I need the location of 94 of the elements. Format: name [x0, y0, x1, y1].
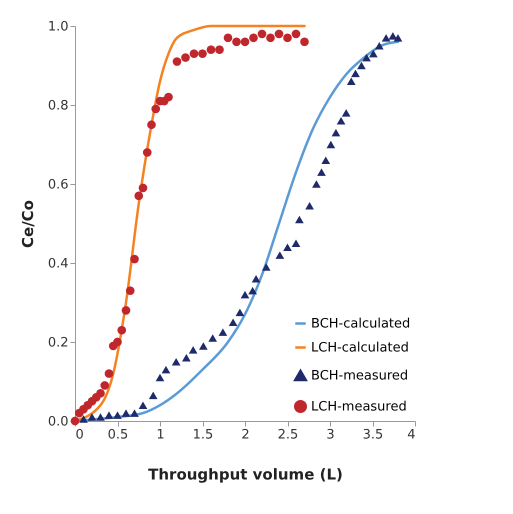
point: [188, 346, 198, 354]
y-axis-title: Ce/Co: [18, 200, 37, 248]
point: [138, 184, 148, 192]
point: [248, 286, 257, 294]
x-tick-label: 2.5: [278, 428, 298, 442]
point: [240, 290, 250, 298]
y-tick-label: 0.0: [48, 414, 68, 430]
point: [357, 62, 366, 70]
x-tick-label: 1.5: [192, 428, 214, 442]
point: [240, 37, 250, 46]
point: [321, 156, 330, 164]
point: [113, 411, 122, 419]
point: [117, 326, 126, 334]
x-tick-label: 1: [156, 428, 165, 442]
point: [266, 34, 275, 42]
point: [206, 45, 216, 54]
point: [104, 411, 114, 419]
x-tick-label: 4: [407, 428, 416, 442]
legend-label: LCH-measured: [311, 400, 407, 414]
x-tick-label: 0: [76, 428, 84, 442]
y-tick-label: 0.6: [48, 178, 68, 192]
point: [182, 354, 191, 362]
point: [198, 49, 207, 58]
point: [172, 358, 180, 366]
point: [336, 117, 346, 125]
point: [134, 192, 144, 200]
point: [199, 342, 208, 350]
y-tick-label: 1.0: [48, 20, 68, 34]
point: [88, 413, 96, 421]
x-axis-title: Throughput volume (L): [148, 466, 343, 484]
point: [96, 389, 105, 398]
point: [312, 180, 321, 188]
point: [332, 128, 340, 136]
point: [252, 275, 260, 283]
point: [394, 34, 402, 42]
point: [151, 104, 160, 114]
point: [262, 263, 271, 271]
point: [292, 30, 300, 38]
legend-label: LCH-calculated: [311, 340, 409, 356]
point: [224, 34, 232, 42]
x-tick-label: 3.5: [362, 428, 384, 442]
point: [130, 409, 139, 417]
x-tick-label: 2: [241, 428, 250, 442]
point: [208, 334, 218, 342]
point: [274, 30, 284, 38]
y-tick-label: 0.2: [48, 336, 68, 350]
point: [148, 392, 158, 400]
point: [374, 42, 384, 50]
legend-label: BCH-measured: [311, 368, 408, 384]
point: [232, 37, 241, 46]
point: [142, 148, 152, 157]
point: [162, 366, 170, 374]
point: [346, 78, 356, 86]
point: [218, 328, 228, 336]
x-tick-label: 3: [326, 428, 335, 442]
point: [382, 34, 390, 42]
point: [100, 381, 110, 390]
point: [164, 92, 173, 102]
point: [147, 120, 156, 130]
point: [113, 338, 122, 346]
point: [276, 251, 284, 259]
point: [362, 54, 371, 62]
point: [326, 140, 336, 148]
point: [138, 401, 148, 409]
point: [249, 34, 258, 42]
point: [292, 240, 300, 247]
x-tick-label: 0.5: [108, 428, 128, 442]
point: [126, 286, 135, 295]
point: [295, 216, 304, 224]
point: [300, 37, 309, 46]
point: [181, 53, 190, 62]
point: [215, 45, 224, 54]
point: [258, 30, 266, 38]
point: [305, 202, 314, 210]
point: [122, 306, 130, 315]
point: [342, 109, 350, 117]
y-tick-label: 0.4: [48, 256, 68, 272]
point: [369, 50, 378, 58]
point: [317, 168, 326, 176]
point: [283, 243, 292, 251]
point: [228, 318, 238, 326]
legend-label: BCH-calculated: [311, 316, 410, 332]
point: [172, 57, 182, 66]
y-tick-label: 0.8: [48, 98, 68, 114]
point: [79, 415, 88, 423]
point: [283, 34, 292, 42]
point: [236, 308, 244, 316]
point: [351, 70, 360, 78]
point: [156, 374, 164, 382]
point: [104, 369, 114, 378]
point: [122, 409, 130, 417]
point: [130, 254, 139, 264]
point: [96, 413, 105, 421]
point: [190, 49, 198, 58]
